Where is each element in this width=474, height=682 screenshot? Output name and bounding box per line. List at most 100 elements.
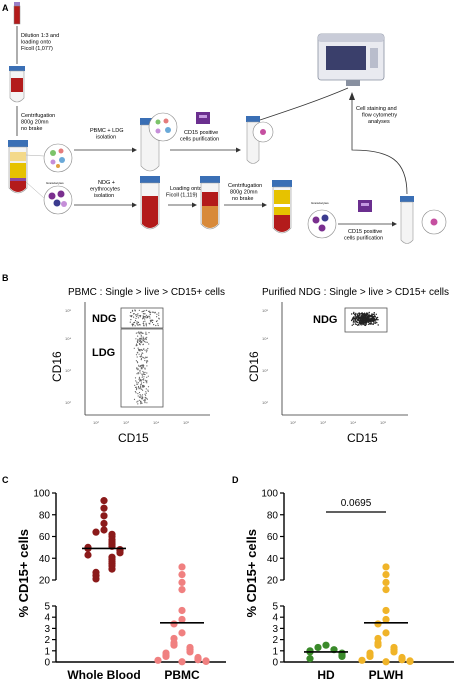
- flow-dot: [140, 342, 142, 344]
- flow-dot: [362, 313, 364, 315]
- flow-dot: [142, 321, 145, 323]
- flow-dot: [143, 325, 145, 327]
- flow-dot: [137, 373, 139, 375]
- flow-dot: [146, 341, 148, 343]
- flow-dot: [356, 321, 359, 324]
- flow-dot: [145, 391, 147, 393]
- purified-zoom-circle-top: [252, 121, 274, 143]
- flow-dot: [143, 339, 145, 341]
- flow-dot: [144, 396, 146, 398]
- flow-dot: [137, 383, 139, 385]
- flow-dot: [129, 315, 131, 317]
- flow-dot: [371, 323, 373, 325]
- flow-dot: [138, 340, 140, 342]
- flow-dot: [147, 386, 150, 388]
- flow-dot: [376, 319, 378, 321]
- flow-dot: [136, 340, 138, 342]
- flow-dot: [368, 319, 370, 322]
- flow-dot: [149, 313, 151, 316]
- flow-dot: [134, 309, 136, 311]
- flow-dot: [137, 315, 139, 317]
- flow-dot: [138, 376, 140, 378]
- flow-dot: [362, 318, 365, 320]
- flow-dot: [158, 314, 160, 316]
- flow-dot: [146, 309, 148, 311]
- flow-dot: [365, 323, 367, 325]
- flow-dot: [135, 317, 137, 319]
- flow-dot: [357, 315, 360, 318]
- x-category-label: PLWH: [369, 668, 404, 682]
- panel-a: A Dilution 1:3 and loading onto Ficoll (…: [2, 2, 447, 244]
- flow-dot: [377, 324, 379, 326]
- data-point: [382, 563, 390, 571]
- flow-dot: [133, 322, 135, 324]
- flow-dot: [142, 379, 145, 381]
- flow-dot: [155, 324, 157, 327]
- flow-plot-left: NDG LDG CD16 CD15: [50, 302, 210, 445]
- flow-dot: [149, 317, 151, 319]
- data-point: [178, 563, 186, 571]
- flow-dot: [144, 320, 146, 322]
- flow-dot: [138, 309, 140, 311]
- data-point: [100, 526, 108, 534]
- flow-dot: [368, 314, 370, 317]
- data-point: [382, 658, 390, 666]
- flow-dot: [137, 382, 139, 384]
- flow-dot: [153, 311, 155, 313]
- data-point: [84, 551, 92, 559]
- flow-dot: [373, 312, 375, 314]
- flow-dot: [146, 336, 148, 338]
- flow-dot: [137, 324, 139, 326]
- flow-dot: [135, 343, 138, 345]
- flow-dot: [372, 323, 374, 325]
- flow-dot: [366, 321, 368, 323]
- flow-dot: [144, 371, 146, 373]
- flow-dot: [352, 312, 355, 315]
- flow-dot: [141, 373, 143, 375]
- data-point: [338, 652, 346, 661]
- flow-dot: [142, 336, 144, 338]
- flow-dot: [138, 364, 140, 366]
- flow-dot: [135, 354, 138, 356]
- flow-y-tick-label: 10²: [262, 400, 268, 405]
- flow-dot: [146, 333, 148, 335]
- flow-dot: [354, 321, 356, 323]
- flow-dot: [133, 347, 135, 349]
- flow-dot: [147, 375, 149, 377]
- flow-dot: [365, 314, 368, 316]
- flow-dot: [141, 338, 143, 341]
- x-category-label: Whole Blood: [67, 668, 140, 682]
- flow-dot: [352, 321, 355, 323]
- flow-dot: [139, 343, 141, 345]
- data-point: [170, 641, 178, 649]
- flow-dot: [137, 362, 139, 364]
- flow-dot: [137, 335, 139, 337]
- flow-dot: [135, 392, 137, 394]
- flow-dot: [140, 395, 142, 397]
- y-axis-label: % CD15+ cells: [16, 529, 31, 618]
- flow-dot: [136, 381, 138, 383]
- flow-dot: [361, 322, 364, 324]
- flow-dot: [134, 377, 137, 379]
- flow-dot: [369, 318, 372, 321]
- flow-dot: [142, 310, 144, 312]
- flow-dot: [144, 398, 146, 400]
- flow-dot: [146, 372, 148, 374]
- flow-dot: [141, 332, 143, 334]
- flow-dot: [157, 323, 159, 325]
- step-centrifugation-2: Centrifugation 800g 20mn no brake: [228, 183, 264, 202]
- flow-dot: [366, 312, 368, 314]
- flow-dot: [138, 323, 140, 326]
- flow-dot: [140, 357, 143, 359]
- flow-dot: [142, 332, 144, 334]
- flow-dot: [373, 314, 376, 316]
- flow-dot: [136, 352, 138, 354]
- flow-dot: [150, 319, 153, 321]
- y-tick-label: 4: [44, 613, 50, 624]
- flow-dot: [144, 313, 146, 315]
- flow-dot: [368, 311, 370, 314]
- flow-dot: [145, 356, 147, 358]
- flow-dot: [375, 317, 378, 320]
- data-point: [178, 586, 186, 594]
